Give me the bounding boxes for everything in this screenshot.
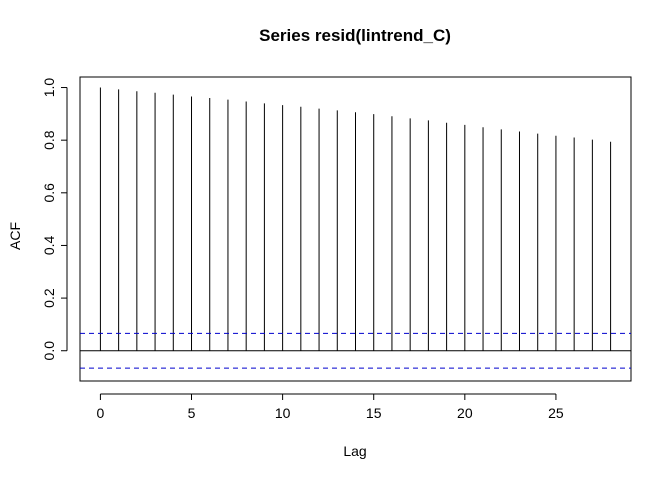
y-tick-label-2: 0.4 [41,236,57,256]
y-tick-label-3: 0.6 [41,183,57,203]
y-tick-label-5: 1.0 [41,78,57,98]
y-tick-label-4: 0.8 [41,130,57,150]
acf-bars [99,87,612,351]
y-axis: 0.0 0.2 0.4 0.6 0.8 1.0 [41,78,68,361]
reference-lines [80,332,631,369]
x-tick-label-5: 5 [188,405,196,421]
x-tick-label-10: 10 [275,405,291,421]
x-tick-label-25: 25 [548,405,564,421]
x-tick-label-20: 20 [457,405,473,421]
x-axis: 0 5 10 15 20 25 [97,393,564,421]
y-tick-label-0: 0.0 [41,341,57,361]
y-tick-label-1: 0.2 [41,288,57,308]
plot-frame [79,76,632,382]
y-axis-label: ACF [7,222,23,250]
x-tick-label-15: 15 [366,405,382,421]
chart-title: Series resid(lintrend_C) [259,26,451,45]
x-axis-label: Lag [343,443,366,459]
x-tick-label-0: 0 [97,405,105,421]
